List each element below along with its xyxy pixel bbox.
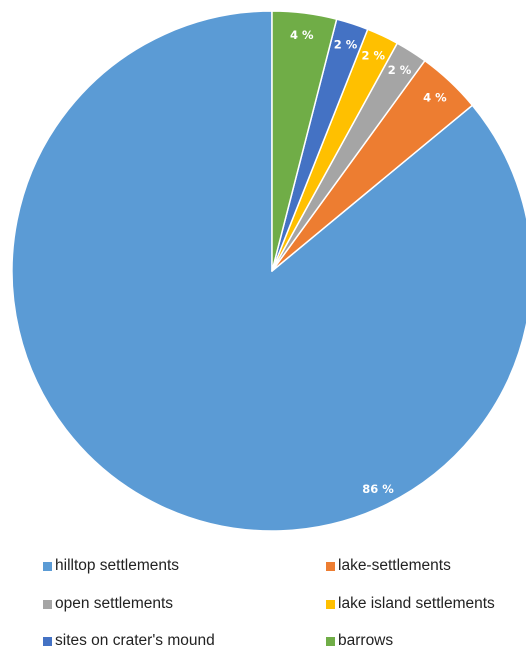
legend-swatch-icon xyxy=(326,561,335,571)
data-label: 4 % xyxy=(290,28,314,42)
legend-swatch-icon xyxy=(43,599,52,609)
legend: hilltop settlements lake-settlements ope… xyxy=(0,555,526,649)
legend-swatch-icon xyxy=(43,636,52,646)
data-label: 4 % xyxy=(423,91,447,105)
legend-label: barrows xyxy=(338,632,394,649)
pie-slice-barrows xyxy=(271,10,338,272)
legend-item-hilltop-settlements: hilltop settlements xyxy=(43,557,179,575)
data-label: 2 % xyxy=(388,63,412,77)
legend-label: sites on crater's mound xyxy=(55,632,215,649)
pie-slice-hilltop-settlements xyxy=(11,10,526,532)
legend-label: lake-settlements xyxy=(338,557,451,574)
legend-swatch-icon xyxy=(43,561,52,571)
data-label: 2 % xyxy=(334,38,358,52)
legend-item-sites-on-craters-mound: sites on crater's mound xyxy=(43,632,215,650)
legend-item-lake-island-settlements: lake island settlements xyxy=(326,595,495,613)
legend-item-barrows: barrows xyxy=(326,632,393,650)
pie-slices xyxy=(11,10,526,532)
data-label: 2 % xyxy=(362,49,386,63)
legend-label: hilltop settlements xyxy=(55,557,180,574)
legend-swatch-icon xyxy=(326,599,335,609)
legend-item-open-settlements: open settlements xyxy=(43,595,173,613)
legend-swatch-icon xyxy=(326,636,335,646)
pie-chart: 86 %4 %2 %2 %2 %4 % xyxy=(11,10,526,532)
legend-label: lake island settlements xyxy=(338,595,495,612)
pie-labels: 86 %4 %2 %2 %2 %4 % xyxy=(290,28,447,496)
legend-item-lake-settlements: lake-settlements xyxy=(326,557,451,575)
data-label: 86 % xyxy=(362,482,394,496)
legend-label: open settlements xyxy=(55,595,174,612)
